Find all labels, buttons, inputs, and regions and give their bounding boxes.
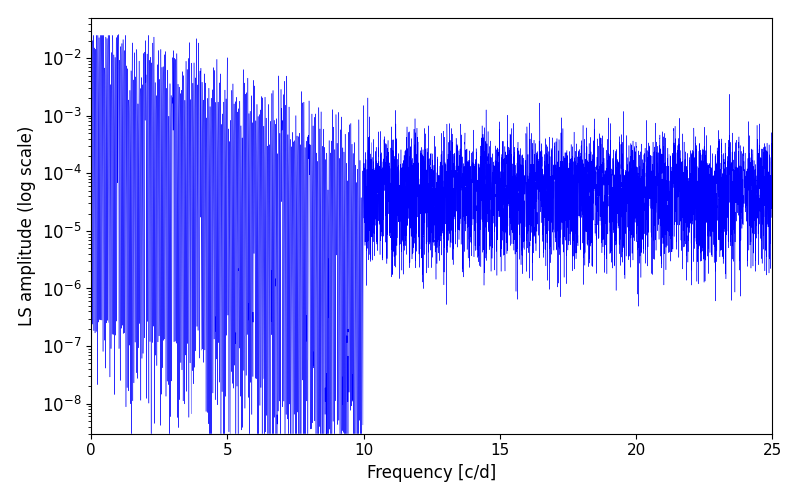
X-axis label: Frequency [c/d]: Frequency [c/d]	[367, 464, 496, 482]
Y-axis label: LS amplitude (log scale): LS amplitude (log scale)	[18, 126, 36, 326]
